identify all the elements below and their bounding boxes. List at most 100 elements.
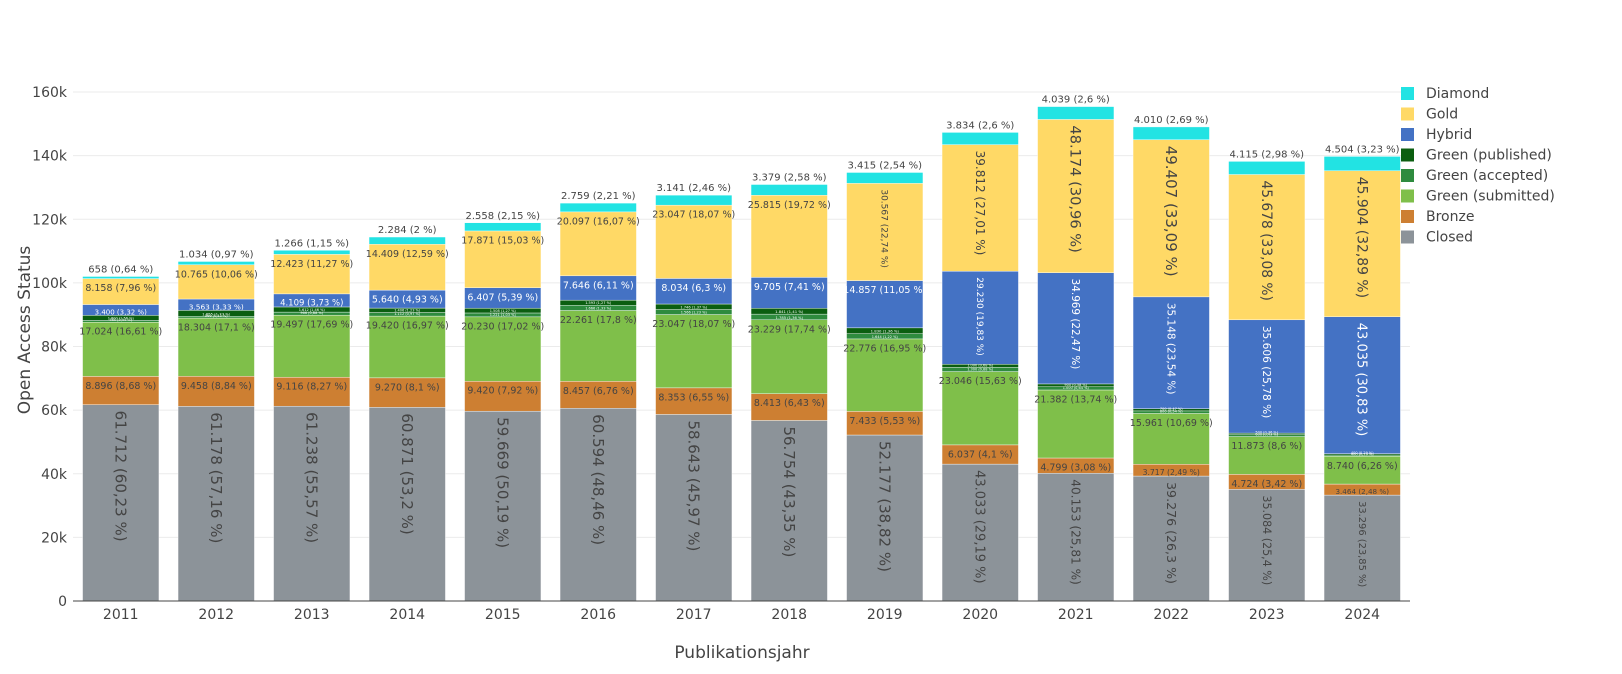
bar-segment-diamond <box>82 276 160 279</box>
x-tick-label: 2020 <box>962 607 998 623</box>
data-label: 58.643 (45,97 %) <box>685 420 703 551</box>
data-label: 6.037 (4,1 %) <box>948 449 1013 460</box>
data-label: 8.457 (6,76 %) <box>563 386 634 397</box>
y-tick-label: 80k <box>41 340 68 356</box>
bar-segment-gold <box>655 204 733 279</box>
bar-segment-bronze <box>82 376 160 405</box>
y-axis: 0 20k 40k 60k 80k 100k 120k 140k 160k <box>32 85 1410 610</box>
data-label: 3.834 (2,6 %) <box>946 120 1014 131</box>
legend-label: Bronze <box>1426 209 1474 225</box>
legend-item-green-submitted[interactable]: Green (submitted) <box>1401 189 1555 205</box>
data-label: 2.558 (2,15 %) <box>465 211 540 222</box>
legend-label: Green (submitted) <box>1426 189 1555 205</box>
y-tick-label: 120k <box>32 212 68 228</box>
data-label: 52.177 (38,82 %) <box>876 441 894 572</box>
data-label: 49.407 (33,09 %) <box>1162 146 1180 277</box>
data-label: 8.353 (6,55 %) <box>658 392 729 403</box>
data-labels: 61.712 (60,23 %) 8.896 (8,68 %) 17.024 (16… <box>79 95 1399 588</box>
bar-segment-green-submitted <box>941 371 1019 446</box>
bar-segment-bronze <box>559 381 637 409</box>
bar-segment-green-submitted <box>464 316 542 382</box>
bar-segment-gold <box>1037 119 1115 273</box>
data-label: 56.754 (43,35 %) <box>780 426 798 557</box>
bar-segment-gold <box>941 144 1019 272</box>
bar-segment-closed <box>464 410 542 602</box>
data-label: 3.400 (3,32 %) <box>95 308 147 316</box>
data-label: 8.740 (6,26 %) <box>1327 461 1398 472</box>
bar-segment-gold <box>82 278 160 305</box>
bar-segment-gold <box>368 244 446 291</box>
bar-segment-hybrid <box>559 275 637 301</box>
legend-label: Closed <box>1426 230 1473 246</box>
x-tick-label: 2012 <box>198 607 234 623</box>
bar-segment-bronze <box>368 377 446 408</box>
x-axis: 2011 2012 2013 2014 2015 2016 2017 2018 2019 2020… <box>103 607 1380 623</box>
bar-segment-diamond <box>464 222 542 232</box>
data-label: 39.812 (27,01 %) <box>973 151 987 256</box>
bar-segment-green-submitted <box>655 314 733 389</box>
data-label: 48.174 (30,96 %) <box>1067 125 1084 252</box>
legend-swatch <box>1401 169 1414 182</box>
legend-item-green-accepted[interactable]: Green (accepted) <box>1401 168 1548 184</box>
data-label: 1.785 (1,36 %) <box>776 316 804 320</box>
data-label: 3.563 (3,33 %) <box>189 302 244 311</box>
bar-segment-hybrid <box>750 277 828 309</box>
data-label: 43.033 (29,19 %) <box>972 470 987 583</box>
data-label: 34.969 (22,47 %) <box>1069 279 1081 370</box>
bar-segment-closed <box>1323 494 1401 602</box>
data-label: 15.961 (10,69 %) <box>1130 418 1213 429</box>
x-tick-label: 2017 <box>676 607 712 623</box>
x-tick-label: 2018 <box>771 607 807 623</box>
bar-segment-hybrid <box>1228 319 1306 434</box>
legend-swatch <box>1401 128 1414 141</box>
x-axis-title: Publikationsjahr <box>674 643 809 663</box>
data-label: 3.415 (2,54 %) <box>847 160 922 171</box>
data-label: 9.705 (7,41 %) <box>754 282 825 293</box>
data-label: 2.284 (2 %) <box>378 225 437 236</box>
x-tick-label: 2016 <box>580 607 616 623</box>
data-label: 4.115 (2,98 %) <box>1229 149 1304 160</box>
data-label: 14.409 (12,59 %) <box>366 249 449 260</box>
data-label: 17.871 (15,03 %) <box>461 235 544 246</box>
data-label: 1.266 (1,15 %) <box>274 238 349 249</box>
bar-segment-diamond <box>846 172 924 184</box>
data-label: 20.230 (17,02 %) <box>461 321 544 332</box>
bar-segment-closed <box>1132 475 1210 602</box>
legend-item-bronze[interactable]: Bronze <box>1401 209 1474 225</box>
data-label: 700 (0,47 %) <box>1160 407 1183 411</box>
data-label: 7.646 (6,11 %) <box>563 280 634 291</box>
data-label: 966 (0,88 %) <box>300 311 323 315</box>
bar-segment-diamond <box>941 132 1019 145</box>
data-label: 45.678 (33,08 %) <box>1258 181 1274 301</box>
data-label: 6.407 (5,39 %) <box>467 292 538 303</box>
data-label: 45.904 (32,89 %) <box>1353 177 1369 298</box>
legend-item-green-published[interactable]: Green (published) <box>1401 148 1552 164</box>
data-label: 1.593 (1,27 %) <box>585 301 612 305</box>
data-label: 12.423 (11,27 %) <box>270 259 353 270</box>
bar-segment-green-submitted <box>1132 413 1210 465</box>
data-label: 4.010 (2,69 %) <box>1134 115 1209 126</box>
data-label: 40.153 (25,81 %) <box>1069 479 1083 585</box>
data-label: 8.413 (6,43 %) <box>754 398 825 409</box>
legend-item-diamond[interactable]: Diamond <box>1401 86 1489 102</box>
bar-segment-green-submitted <box>273 314 351 378</box>
data-label: 658 (0,64 %) <box>88 264 153 275</box>
y-tick-label: 0 <box>58 594 67 610</box>
bar-segment-green-submitted <box>1037 389 1115 459</box>
legend-item-hybrid[interactable]: Hybrid <box>1401 127 1472 143</box>
data-label: 8.158 (7,96 %) <box>85 283 156 294</box>
legend-item-gold[interactable]: Gold <box>1401 107 1458 123</box>
legend-item-closed[interactable]: Closed <box>1401 230 1473 246</box>
data-label: 22.776 (16,95 %) <box>843 343 926 354</box>
data-label: 3.717 (2,49 %) <box>1143 468 1200 477</box>
y-tick-label: 100k <box>32 276 68 292</box>
data-label: 9.458 (8,84 %) <box>181 381 252 392</box>
data-label: 8.896 (8,68 %) <box>85 381 156 392</box>
data-label: 1.746 (1,37 %) <box>680 306 707 310</box>
bar-segment-closed <box>941 463 1019 602</box>
data-label: 1.666 (1,33 %) <box>585 307 612 311</box>
x-tick-label: 2011 <box>103 607 139 623</box>
x-tick-label: 2015 <box>485 607 521 623</box>
data-label: 4.504 (3,23 %) <box>1325 144 1400 155</box>
